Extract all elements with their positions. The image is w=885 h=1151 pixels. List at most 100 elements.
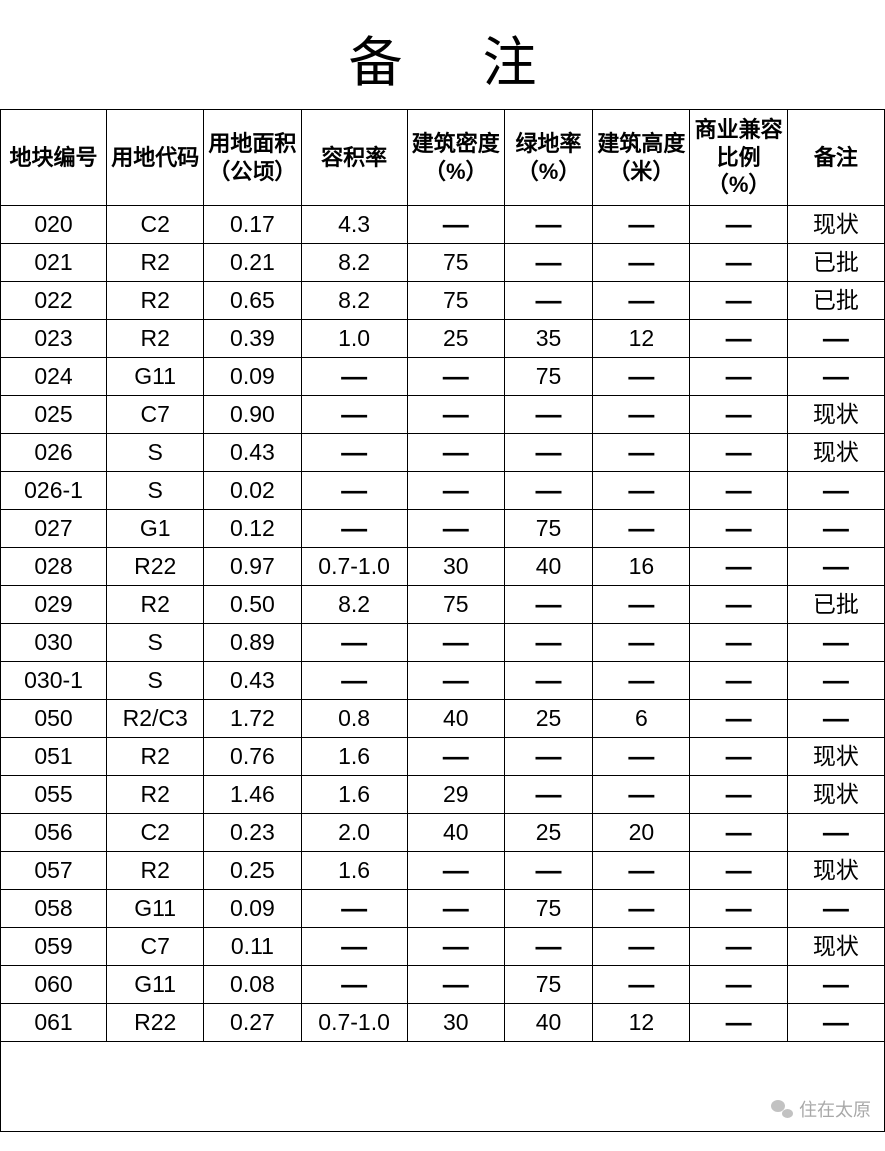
table-cell: — (690, 510, 787, 548)
table-cell: — (301, 434, 407, 472)
table-cell: R22 (107, 1004, 204, 1042)
table-cell: 现状 (787, 396, 884, 434)
table-cell: — (593, 472, 690, 510)
table-cell: 12 (593, 320, 690, 358)
table-cell: 056 (1, 814, 107, 852)
table-row: 050R2/C31.720.840256—— (1, 700, 885, 738)
table-cell: 16 (593, 548, 690, 586)
table-row: 020C20.174.3————现状 (1, 206, 885, 244)
table-cell: G11 (107, 358, 204, 396)
table-cell: 030 (1, 624, 107, 662)
table-body: 020C20.174.3————现状021R20.218.275———已批022… (1, 206, 885, 1042)
table-cell: — (407, 624, 504, 662)
table-cell: 现状 (787, 434, 884, 472)
table-cell: G11 (107, 966, 204, 1004)
table-cell: 0.7-1.0 (301, 548, 407, 586)
table-cell: — (593, 206, 690, 244)
table-cell: — (504, 662, 592, 700)
table-cell: — (690, 966, 787, 1004)
table-cell: — (407, 510, 504, 548)
watermark-text: 住在太原 (799, 1096, 871, 1122)
table-cell: — (690, 206, 787, 244)
table-cell: 1.72 (204, 700, 301, 738)
table-cell: 023 (1, 320, 107, 358)
table-row: 056C20.232.0402520—— (1, 814, 885, 852)
wechat-icon (771, 1100, 793, 1118)
table-cell: — (593, 396, 690, 434)
table-cell: — (690, 624, 787, 662)
data-table: 地块编号用地代码用地面积（公顷）容积率建筑密度（%）绿地率（%）建筑高度（米）商… (0, 109, 885, 1042)
table-cell: — (593, 586, 690, 624)
table-cell: — (301, 890, 407, 928)
table-cell: 0.02 (204, 472, 301, 510)
table-cell: 055 (1, 776, 107, 814)
table-cell: 现状 (787, 206, 884, 244)
table-cell: — (690, 472, 787, 510)
table-cell: — (787, 966, 884, 1004)
table-cell: S (107, 434, 204, 472)
table-cell: — (690, 776, 787, 814)
table-cell: — (787, 548, 884, 586)
table-cell: — (690, 548, 787, 586)
table-header-cell: 用地面积（公顷） (204, 110, 301, 206)
table-cell: 40 (504, 548, 592, 586)
table-cell: 现状 (787, 852, 884, 890)
table-cell: — (407, 966, 504, 1004)
table-cell: 40 (407, 700, 504, 738)
table-cell: — (593, 852, 690, 890)
table-row: 021R20.218.275———已批 (1, 244, 885, 282)
table-cell: — (301, 966, 407, 1004)
table-cell: 1.46 (204, 776, 301, 814)
table-cell: 0.76 (204, 738, 301, 776)
table-cell: 024 (1, 358, 107, 396)
table-cell: 0.39 (204, 320, 301, 358)
table-cell: 026 (1, 434, 107, 472)
table-cell: C2 (107, 206, 204, 244)
table-row: 026S0.43—————现状 (1, 434, 885, 472)
table-cell: — (407, 738, 504, 776)
table-row: 027G10.12——75——— (1, 510, 885, 548)
table-cell: — (301, 472, 407, 510)
table-cell: — (301, 510, 407, 548)
table-cell: 2.0 (301, 814, 407, 852)
table-cell: 021 (1, 244, 107, 282)
table-cell: C2 (107, 814, 204, 852)
table-cell: — (787, 700, 884, 738)
table-cell: R22 (107, 548, 204, 586)
table-cell: 30 (407, 548, 504, 586)
table-cell: — (593, 738, 690, 776)
table-cell: R2 (107, 244, 204, 282)
table-cell: — (407, 472, 504, 510)
table-cell: 0.43 (204, 662, 301, 700)
table-cell: — (593, 434, 690, 472)
table-cell: C7 (107, 396, 204, 434)
table-row: 061R220.270.7-1.0304012—— (1, 1004, 885, 1042)
table-cell: — (593, 966, 690, 1004)
table-cell: — (407, 434, 504, 472)
table-cell: — (690, 890, 787, 928)
table-cell: — (690, 738, 787, 776)
table-cell: 30 (407, 1004, 504, 1042)
table-cell: — (787, 624, 884, 662)
table-cell: G1 (107, 510, 204, 548)
table-bottom-space (0, 1042, 885, 1132)
table-cell: 75 (504, 510, 592, 548)
table-cell: — (690, 244, 787, 282)
table-cell: — (787, 358, 884, 396)
table-row: 051R20.761.6————现状 (1, 738, 885, 776)
table-cell: 75 (504, 358, 592, 396)
table-cell: — (593, 662, 690, 700)
table-cell: — (787, 890, 884, 928)
table-cell: 0.21 (204, 244, 301, 282)
table-cell: R2/C3 (107, 700, 204, 738)
table-cell: 75 (407, 586, 504, 624)
table-cell: 75 (407, 282, 504, 320)
table-cell: C7 (107, 928, 204, 966)
table-cell: — (690, 700, 787, 738)
table-cell: 35 (504, 320, 592, 358)
table-cell: — (504, 434, 592, 472)
table-cell: 已批 (787, 586, 884, 624)
table-cell: 0.09 (204, 358, 301, 396)
table-cell: S (107, 662, 204, 700)
table-header-cell: 建筑密度（%） (407, 110, 504, 206)
